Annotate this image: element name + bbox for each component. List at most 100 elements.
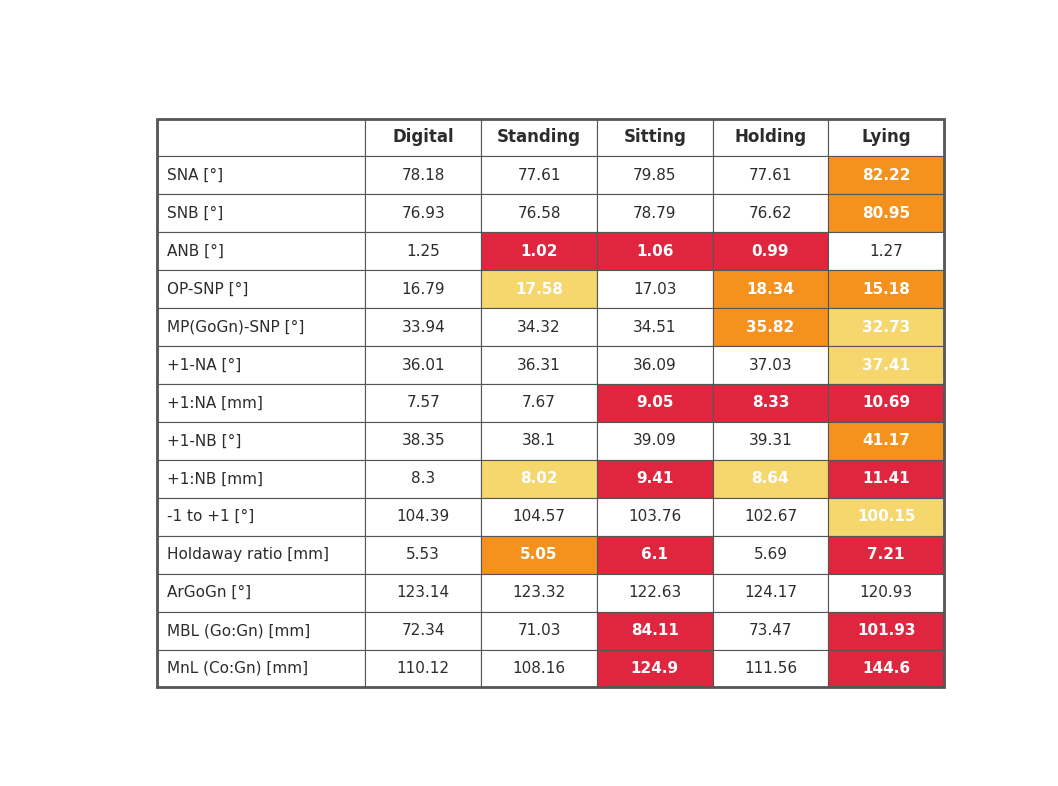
Text: 144.6: 144.6 xyxy=(862,661,910,676)
Bar xyxy=(828,460,944,498)
Bar xyxy=(365,498,481,536)
Bar xyxy=(481,422,597,460)
Bar xyxy=(597,612,713,649)
Text: 122.63: 122.63 xyxy=(628,585,681,601)
Bar xyxy=(828,119,944,156)
Text: MnL (Co:Gn) [mm]: MnL (Co:Gn) [mm] xyxy=(167,661,308,676)
Text: 77.61: 77.61 xyxy=(749,168,792,183)
Bar xyxy=(365,612,481,649)
Bar xyxy=(713,649,828,688)
Bar xyxy=(157,536,365,574)
Bar xyxy=(481,536,597,574)
Bar xyxy=(481,156,597,194)
Text: 124.17: 124.17 xyxy=(744,585,797,601)
Text: 35.82: 35.82 xyxy=(746,320,795,335)
Text: 104.39: 104.39 xyxy=(397,509,450,524)
Bar xyxy=(157,649,365,688)
Bar xyxy=(481,460,597,498)
Text: +1:NB [mm]: +1:NB [mm] xyxy=(167,472,262,487)
Text: 38.1: 38.1 xyxy=(522,433,555,448)
Text: 0.99: 0.99 xyxy=(751,244,789,259)
Text: 80.95: 80.95 xyxy=(862,206,910,221)
Text: 120.93: 120.93 xyxy=(859,585,913,601)
Bar xyxy=(597,384,713,422)
Bar xyxy=(157,194,365,233)
Bar xyxy=(481,194,597,233)
Bar xyxy=(365,536,481,574)
Text: 108.16: 108.16 xyxy=(512,661,566,676)
Bar xyxy=(597,649,713,688)
Bar xyxy=(828,574,944,612)
Bar xyxy=(713,346,828,384)
Bar xyxy=(481,384,597,422)
Bar xyxy=(365,270,481,308)
Bar xyxy=(713,422,828,460)
Text: 37.03: 37.03 xyxy=(749,358,792,373)
Text: 38.35: 38.35 xyxy=(401,433,445,448)
Text: ArGoGn [°]: ArGoGn [°] xyxy=(167,585,251,601)
Text: 9.41: 9.41 xyxy=(636,472,673,487)
Bar xyxy=(713,384,828,422)
Text: 76.58: 76.58 xyxy=(517,206,561,221)
Text: ANB [°]: ANB [°] xyxy=(167,244,223,259)
Bar xyxy=(481,308,597,346)
Text: 7.67: 7.67 xyxy=(522,395,555,410)
Bar xyxy=(157,384,365,422)
Text: Digital: Digital xyxy=(393,128,454,146)
Bar xyxy=(157,422,365,460)
Text: 72.34: 72.34 xyxy=(402,623,445,638)
Bar xyxy=(597,498,713,536)
Text: 34.51: 34.51 xyxy=(633,320,676,335)
Bar xyxy=(713,612,828,649)
Text: OP-SNP [°]: OP-SNP [°] xyxy=(167,281,248,296)
Text: 103.76: 103.76 xyxy=(628,509,681,524)
Bar xyxy=(713,308,828,346)
Text: 79.85: 79.85 xyxy=(633,168,676,183)
Bar xyxy=(828,270,944,308)
Text: 15.18: 15.18 xyxy=(862,281,910,296)
Text: 1.06: 1.06 xyxy=(636,244,674,259)
Bar xyxy=(157,612,365,649)
Text: 8.33: 8.33 xyxy=(751,395,789,410)
Text: 124.9: 124.9 xyxy=(631,661,679,676)
Text: 100.15: 100.15 xyxy=(857,509,915,524)
Text: 39.31: 39.31 xyxy=(749,433,792,448)
Bar xyxy=(157,119,365,156)
Text: 110.12: 110.12 xyxy=(397,661,450,676)
Text: 18.34: 18.34 xyxy=(747,281,795,296)
Text: 5.53: 5.53 xyxy=(406,547,440,562)
Text: 36.01: 36.01 xyxy=(401,358,445,373)
Bar xyxy=(481,233,597,270)
Text: 102.67: 102.67 xyxy=(744,509,797,524)
Text: 78.18: 78.18 xyxy=(402,168,445,183)
Bar xyxy=(365,194,481,233)
Text: 1.25: 1.25 xyxy=(406,244,440,259)
Text: Holdaway ratio [mm]: Holdaway ratio [mm] xyxy=(167,547,329,562)
Bar xyxy=(481,649,597,688)
Text: 7.57: 7.57 xyxy=(406,395,440,410)
Bar xyxy=(828,308,944,346)
Bar xyxy=(713,460,828,498)
Text: MP(GoGn)-SNP [°]: MP(GoGn)-SNP [°] xyxy=(167,320,304,335)
Bar xyxy=(481,574,597,612)
Bar xyxy=(828,194,944,233)
Bar xyxy=(828,649,944,688)
Text: 36.31: 36.31 xyxy=(517,358,561,373)
Bar xyxy=(365,422,481,460)
Text: 33.94: 33.94 xyxy=(401,320,445,335)
Text: 11.41: 11.41 xyxy=(862,472,910,487)
Bar xyxy=(713,498,828,536)
Bar xyxy=(481,612,597,649)
Bar xyxy=(157,460,365,498)
Bar xyxy=(365,233,481,270)
Text: 71.03: 71.03 xyxy=(517,623,561,638)
Bar xyxy=(713,119,828,156)
Text: 8.64: 8.64 xyxy=(751,472,789,487)
Bar xyxy=(157,233,365,270)
Bar xyxy=(713,574,828,612)
Text: 82.22: 82.22 xyxy=(862,168,910,183)
Text: 78.79: 78.79 xyxy=(633,206,676,221)
Bar xyxy=(597,536,713,574)
Text: 39.09: 39.09 xyxy=(633,433,677,448)
Bar xyxy=(713,156,828,194)
